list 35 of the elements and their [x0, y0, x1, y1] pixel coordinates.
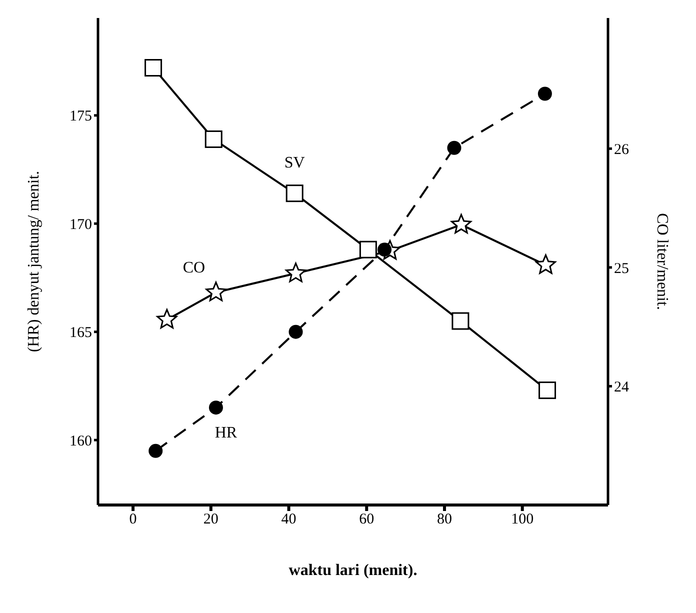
x-tick-label: 80: [436, 512, 452, 528]
point: [204, 130, 222, 148]
y-axis-title: (HR) denyut jantung/ menit.: [26, 170, 43, 352]
point: [144, 59, 162, 77]
x-tick-label: 100: [511, 512, 534, 528]
point: [447, 140, 462, 155]
x-tick-label: 20: [203, 512, 218, 528]
point: [288, 324, 303, 339]
x-tick-label: 0: [129, 512, 137, 528]
y-tick-label: 175: [70, 108, 92, 125]
point: [286, 262, 306, 282]
series-label: HR: [214, 424, 238, 442]
point: [538, 382, 556, 400]
point: [208, 400, 223, 415]
y-tick-label: 170: [70, 216, 92, 233]
point: [148, 444, 163, 458]
point: [452, 312, 470, 330]
x-tick-label: 40: [281, 512, 296, 528]
point: [156, 308, 178, 329]
series-label: CO: [182, 259, 206, 276]
y2-tick-label: 24: [614, 380, 630, 396]
x-tick-label: 60: [359, 512, 374, 528]
point: [450, 214, 472, 234]
series-label: SV: [284, 154, 306, 172]
point: [206, 282, 226, 302]
y2-axis-title: CO liter/menit.: [653, 213, 670, 310]
y-tick-label: 160: [70, 433, 92, 450]
point: [359, 240, 377, 258]
x-axis-title: waktu lari (menit).: [288, 562, 418, 579]
y2-tick-label: 25: [614, 260, 629, 277]
y-tick-label: 165: [70, 325, 92, 342]
point: [286, 184, 304, 202]
y2-tick-label: 26: [614, 142, 630, 158]
point: [535, 254, 556, 274]
point: [538, 86, 552, 101]
